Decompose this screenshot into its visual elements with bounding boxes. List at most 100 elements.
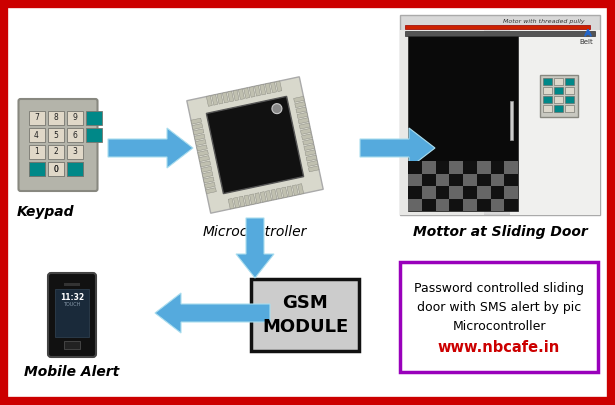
Bar	[463, 174, 477, 186]
Text: Password controlled sliding
door with SMS alert by pic
Microcontroller: Password controlled sliding door with SM…	[414, 282, 584, 333]
Bar	[85, 111, 101, 125]
Text: Microcontroller: Microcontroller	[203, 225, 307, 239]
Bar	[47, 128, 63, 142]
Bar	[193, 129, 204, 135]
Text: 11:32: 11:32	[60, 292, 84, 301]
Text: Belt: Belt	[579, 39, 593, 45]
Bar	[296, 107, 306, 113]
Bar	[292, 185, 298, 195]
Bar	[282, 187, 288, 198]
Bar	[47, 162, 63, 176]
Bar	[64, 341, 80, 349]
FancyBboxPatch shape	[48, 273, 96, 357]
Bar	[194, 134, 205, 140]
Bar	[187, 77, 323, 213]
Bar	[463, 186, 477, 198]
Text: Mobile Alert: Mobile Alert	[25, 365, 120, 379]
Bar	[47, 145, 63, 159]
Bar	[422, 198, 435, 211]
Bar	[66, 145, 82, 159]
Bar	[477, 161, 491, 174]
Bar	[306, 155, 317, 161]
Bar	[543, 78, 552, 85]
Bar	[204, 177, 214, 183]
Bar	[477, 186, 491, 198]
Bar	[55, 289, 89, 337]
Bar	[192, 124, 203, 130]
Bar	[449, 198, 463, 211]
Bar	[298, 183, 304, 194]
Bar	[491, 186, 504, 198]
Bar	[510, 100, 513, 140]
Bar	[400, 262, 598, 372]
Bar	[205, 182, 215, 188]
Bar	[28, 111, 44, 125]
Text: 4: 4	[34, 130, 39, 139]
Bar	[491, 198, 504, 211]
Bar	[295, 102, 306, 108]
Bar	[408, 198, 422, 211]
Bar	[405, 25, 590, 29]
Bar	[308, 160, 318, 166]
Bar	[200, 161, 211, 167]
Bar	[309, 166, 319, 172]
Bar	[400, 30, 484, 215]
Bar	[201, 166, 212, 172]
Bar	[234, 197, 239, 208]
Text: 9: 9	[72, 113, 77, 122]
Text: 0: 0	[53, 164, 58, 173]
Bar	[405, 31, 595, 36]
Bar	[28, 128, 44, 142]
Text: 6: 6	[72, 130, 77, 139]
Bar	[491, 174, 504, 186]
Bar	[47, 162, 63, 176]
Bar	[233, 90, 239, 101]
Bar	[435, 198, 449, 211]
Bar	[554, 96, 563, 103]
Bar	[565, 78, 574, 85]
Bar	[260, 192, 266, 202]
Bar	[191, 118, 202, 124]
Bar	[297, 112, 308, 118]
Bar	[223, 92, 228, 103]
Bar	[435, 161, 449, 174]
Text: Mottor at Sliding Door: Mottor at Sliding Door	[413, 225, 587, 239]
Bar	[408, 174, 422, 186]
Polygon shape	[360, 128, 435, 168]
Bar	[400, 15, 600, 215]
Bar	[228, 91, 234, 102]
Bar	[477, 174, 491, 186]
Bar	[422, 174, 435, 186]
Bar	[217, 94, 223, 104]
Bar	[260, 84, 266, 95]
Bar	[287, 186, 293, 196]
Text: 5: 5	[53, 130, 58, 139]
Bar	[202, 172, 213, 178]
Bar	[543, 87, 552, 94]
Bar	[228, 198, 234, 209]
Bar	[510, 30, 600, 215]
Text: Motor with threaded pully: Motor with threaded pully	[503, 19, 585, 23]
Bar	[85, 128, 101, 142]
Bar	[554, 105, 563, 112]
Bar	[47, 111, 63, 125]
Bar	[565, 87, 574, 94]
Bar	[276, 81, 282, 92]
Bar	[293, 96, 304, 102]
Bar	[196, 140, 206, 145]
Bar	[303, 139, 314, 145]
Bar	[28, 162, 44, 176]
Bar	[198, 150, 208, 156]
Bar	[422, 161, 435, 174]
Bar	[543, 96, 552, 103]
Text: 3: 3	[72, 147, 77, 156]
Bar	[66, 111, 82, 125]
Bar	[212, 95, 218, 105]
Text: 2: 2	[53, 147, 58, 156]
Bar	[504, 186, 518, 198]
Bar	[305, 150, 315, 156]
Circle shape	[272, 104, 282, 114]
Polygon shape	[236, 218, 274, 278]
Bar	[64, 283, 80, 286]
Bar	[255, 193, 261, 203]
